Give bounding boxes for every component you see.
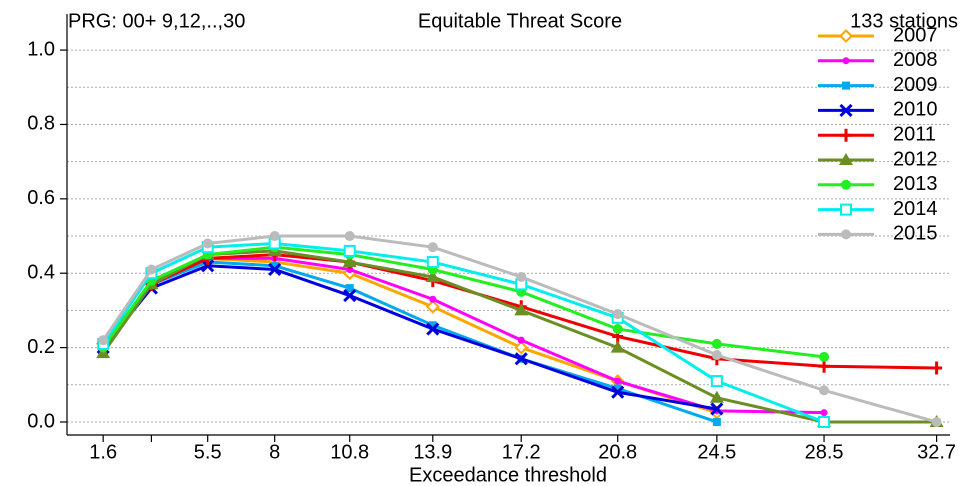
data-point (344, 231, 355, 242)
legend-marker (840, 128, 852, 142)
data-point (818, 415, 831, 428)
data-point (514, 352, 528, 366)
y-tick-label: 0.4 (27, 262, 55, 284)
data-point (710, 402, 724, 416)
legend-label: 2012 (893, 148, 938, 170)
data-point (202, 238, 213, 249)
data-point (343, 288, 357, 303)
legend-marker (840, 203, 852, 216)
legend-label: 2013 (893, 173, 938, 195)
legend-marker (839, 153, 853, 165)
data-point (269, 231, 280, 242)
data-point (710, 375, 723, 388)
y-tick-label: 0.0 (27, 410, 55, 432)
data-point (268, 262, 282, 277)
data-point (346, 266, 354, 274)
x-tick-label: 13.9 (413, 441, 452, 463)
x-tick-label: 8 (269, 441, 280, 463)
data-point (516, 271, 527, 282)
legend-label: 2014 (893, 198, 938, 220)
series-line (101, 260, 718, 424)
y-tick-label: 0.8 (27, 113, 55, 135)
right-title: 133 stations (850, 10, 958, 32)
data-point (514, 340, 529, 355)
data-point (712, 417, 721, 426)
data-point (517, 336, 525, 344)
data-point (612, 324, 623, 335)
left-title: PRG: 00+ 9,12,..,30 (68, 10, 245, 32)
data-point (613, 384, 622, 393)
data-point (426, 256, 439, 269)
data-point (425, 269, 440, 282)
legend-label: 2010 (893, 99, 938, 121)
data-point (711, 338, 722, 349)
x-tick-label: 17.2 (502, 441, 541, 463)
data-point (610, 340, 625, 353)
data-point (429, 295, 437, 303)
x-tick-label: 1.6 (89, 441, 117, 463)
y-tick-label: 1.0 (27, 38, 55, 60)
data-point (819, 351, 830, 362)
data-point (514, 303, 529, 316)
data-point (146, 264, 157, 275)
data-point (819, 385, 830, 396)
chart-title: Equitable Threat Score (418, 10, 622, 32)
data-point (342, 255, 357, 268)
x-tick-label: 10.8 (330, 441, 369, 463)
x-tick-label: 32.7 (917, 441, 956, 463)
data-point (931, 361, 943, 375)
legend-marker (839, 103, 853, 117)
legend-marker (839, 29, 853, 43)
data-point (614, 377, 622, 385)
x-tick-label: 5.5 (194, 441, 222, 463)
y-tick-label: 0.6 (27, 187, 55, 209)
x-tick-label: 24.5 (697, 441, 736, 463)
data-point (270, 261, 279, 270)
data-point (711, 350, 722, 361)
y-tick-label: 0.2 (27, 336, 55, 358)
series-line (101, 245, 825, 359)
legend-label: 2009 (893, 74, 938, 96)
data-point (345, 284, 354, 293)
legend-marker (841, 179, 851, 190)
legend-label: 2015 (893, 223, 938, 245)
x-tick-label: 20.8 (598, 441, 637, 463)
data-point (611, 385, 625, 399)
series-line (101, 241, 825, 424)
data-point (931, 416, 942, 427)
x-axis-label: Exceedance threshold (409, 464, 607, 486)
data-point (820, 409, 828, 417)
legend-label: 2011 (893, 123, 936, 145)
data-point (426, 322, 440, 336)
data-point (428, 321, 437, 330)
data-point (343, 244, 356, 257)
legend-label: 2008 (893, 49, 938, 71)
legend-marker (842, 81, 850, 90)
data-point (98, 335, 109, 346)
x-tick-label: 28.5 (805, 441, 844, 463)
data-point (201, 259, 215, 273)
data-point (612, 309, 623, 320)
legend-marker (841, 229, 851, 240)
data-point (425, 299, 440, 314)
legend-marker (842, 57, 850, 65)
data-point (709, 390, 724, 403)
data-point (427, 242, 438, 253)
legend-label: 2007 (893, 24, 938, 46)
